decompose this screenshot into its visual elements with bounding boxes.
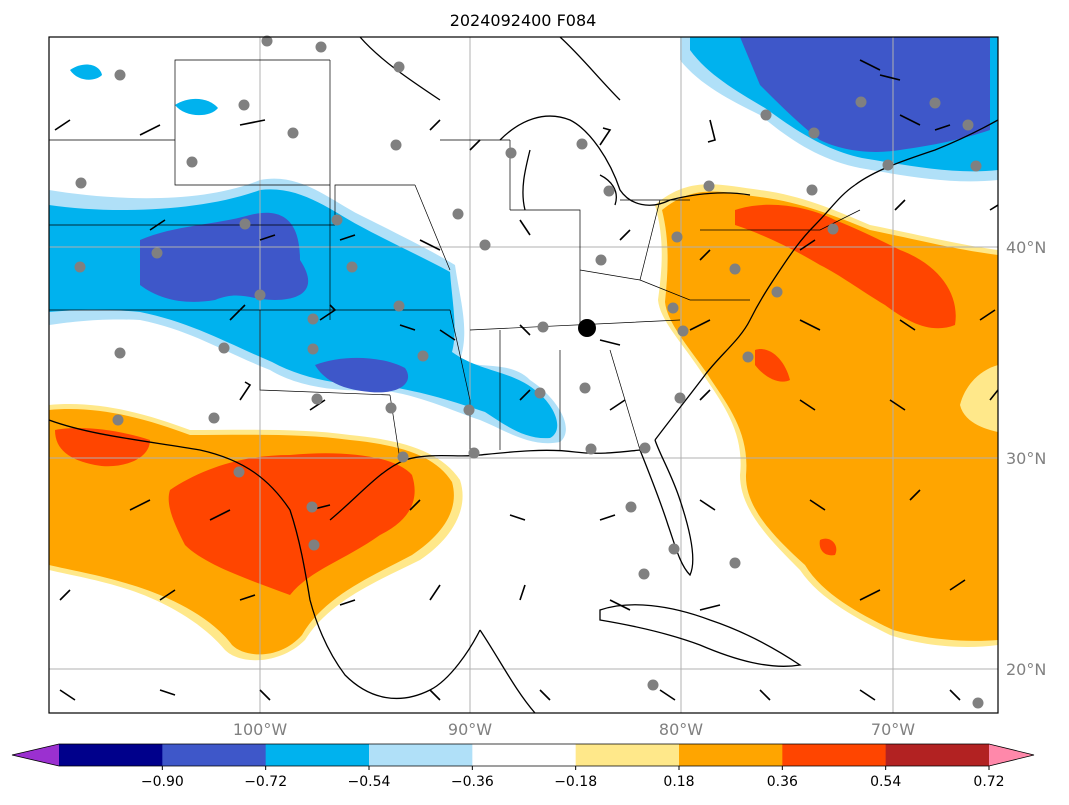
lon-label: 100°W (233, 720, 288, 739)
longitude-labels: 100°W 90°W 80°W 70°W (233, 720, 915, 739)
figure-title: 2024092400 F084 (450, 11, 597, 30)
colorbar-tick-label: −0.54 (348, 774, 391, 790)
positive-region-atlantic-inner (735, 204, 956, 329)
map-borders (49, 37, 998, 713)
coastline-gulf (49, 419, 481, 700)
positive-region-texas-inner (168, 453, 415, 595)
coastline-northeast (854, 119, 998, 186)
positive-region-atlantic-inner-2 (755, 349, 790, 382)
negative-region-northeast-inner (740, 37, 990, 152)
coastline-greatlakes (499, 115, 751, 211)
colorbar-segment (472, 744, 577, 766)
coastline-atlantic (654, 184, 856, 441)
negative-blob-upper-left (70, 64, 102, 80)
colorbar-segment (575, 744, 680, 766)
colorbar-tick-label: −0.90 (141, 774, 184, 790)
colorbar-segment (885, 744, 990, 766)
map-frame (48, 36, 999, 714)
wind-barbs (54, 59, 998, 701)
coastline-florida (639, 439, 694, 577)
colorbar-segment (265, 744, 370, 766)
coastline-yucatan (479, 629, 536, 713)
coastline-cuba (599, 604, 802, 667)
colorbar-tick-label: 0.18 (663, 774, 694, 790)
colorbar-tick-label: 0.54 (870, 774, 901, 790)
lon-label: 90°W (448, 720, 492, 739)
colorbar-tick-label: 0.72 (973, 774, 1004, 790)
positive-blob-south (819, 538, 837, 556)
lat-label: 30°N (1006, 449, 1046, 468)
colorbar-tick-label: 0.36 (767, 774, 798, 790)
colorbar-segment (59, 744, 163, 766)
colorbar-segment (679, 744, 783, 766)
positive-region-texas-inner-2 (55, 428, 150, 467)
negative-region-inner (140, 212, 309, 302)
colorbar-segment (782, 744, 887, 766)
negative-blob-upper-left-2 (175, 98, 218, 116)
lat-label: 20°N (1006, 660, 1046, 679)
map-gridlines (49, 37, 998, 713)
colorbar-tick-label: −0.18 (554, 774, 597, 790)
colorbar-outline (11, 743, 1035, 767)
station-markers (74, 35, 984, 709)
colorbar-extend-max (989, 744, 1034, 766)
colorbar-segment (369, 744, 473, 766)
lon-label: 80°W (659, 720, 703, 739)
colorbar-tick-label: −0.72 (244, 774, 287, 790)
colorbar-tick-label: −0.36 (451, 774, 494, 790)
latitude-labels: 40°N 30°N 20°N (1006, 238, 1046, 679)
colorbar: −0.90 −0.72 −0.54 −0.36 −0.18 0.18 0.36 0.54 0.7… (11, 743, 1035, 790)
lat-label: 40°N (1006, 238, 1046, 257)
highlight-point-marker (578, 319, 596, 337)
colorbar-segment (162, 744, 267, 766)
colorbar-extend-min (12, 744, 59, 766)
negative-region-inner-2 (315, 357, 409, 393)
lon-label: 70°W (871, 720, 915, 739)
